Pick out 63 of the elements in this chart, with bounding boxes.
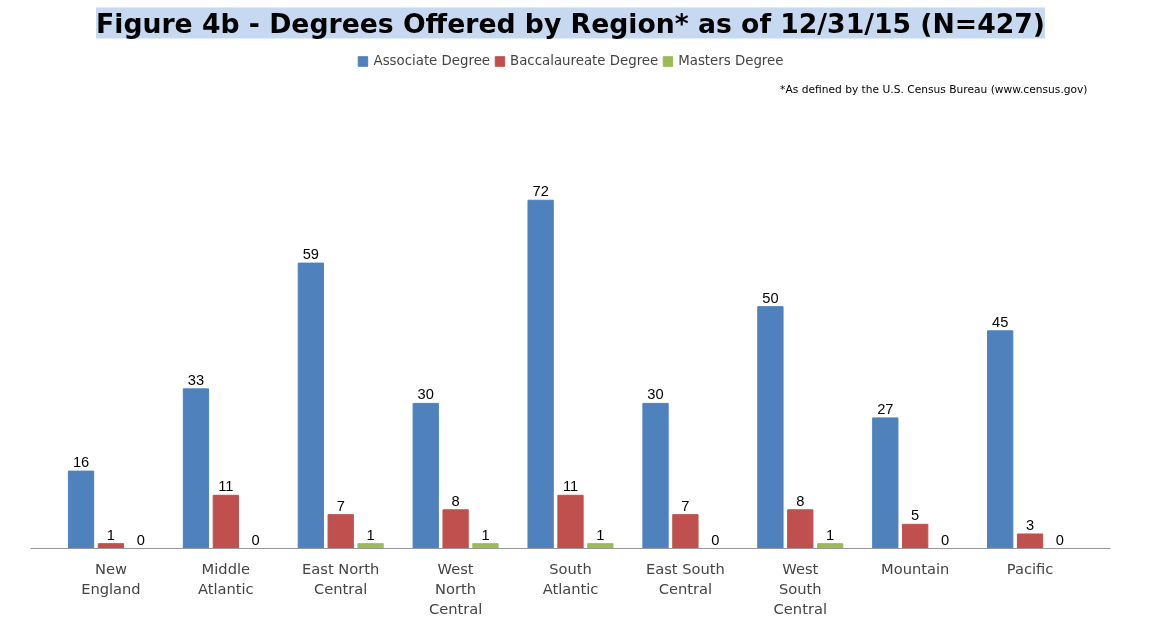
legend-label: Masters Degree [678,53,784,68]
data-label: 30 [647,386,664,403]
bar [527,199,554,549]
legend-label: Associate Degree [373,53,491,68]
data-label: 1 [481,526,490,543]
x-tick-label: West South Central [773,559,827,618]
data-label: 16 [72,454,90,471]
bar [787,509,814,549]
bar [872,417,899,549]
bar [817,543,844,549]
data-label: 30 [417,386,434,403]
x-tick-label: Mountain [881,559,950,577]
bar [327,514,354,549]
data-label: 7 [336,497,345,514]
data-label: 8 [796,492,805,509]
chart-title: Figure 4b - Degrees Offered by Region* as of 12/31/15 (N=427) [96,7,1045,39]
data-label: 59 [302,246,319,263]
bar [672,514,699,549]
bar [182,388,210,549]
text: *As defined by the U.S. Census Bureau (www.census.gov) [780,82,1088,96]
data-label: 33 [187,371,205,388]
data-label: 5 [911,507,920,524]
x-tick-label: Pacific [1006,559,1054,577]
bar [757,306,784,549]
data-label: 8 [451,492,460,509]
x-tick-label: South Atlantic [542,559,599,597]
data-label: 50 [762,289,779,306]
data-label: 1 [826,526,835,543]
bar [902,523,929,549]
data-label: 72 [532,183,549,200]
x-tick-label: Middle Atlantic [197,559,254,597]
bar [472,543,499,549]
bar [557,494,584,549]
legend-label: Baccalaureate Degree [510,53,659,68]
data-label: 11 [218,478,234,495]
data-label: 11 [562,478,579,495]
data-label: 0 [711,531,720,548]
x-tick-label: East South Central [645,559,725,597]
data-label: 0 [1055,531,1065,548]
bar [297,262,324,549]
bar [1016,533,1044,549]
x-tick-label: West North Central [428,559,483,618]
bar [97,543,125,549]
data-label: 7 [681,497,690,514]
bar [67,470,95,549]
data-label: 0 [940,531,950,548]
x-tick-label: New England [81,559,141,597]
bar [642,402,669,549]
bar [442,509,469,549]
data-label: 3 [1026,516,1035,533]
data-label: 45 [992,313,1009,330]
data-label: 1 [106,526,116,543]
bar [987,330,1014,549]
data-label: 0 [136,531,145,548]
bar [357,543,384,549]
data-label: 0 [251,531,260,548]
data-label: 1 [596,526,605,543]
bar [212,494,239,549]
x-tick-label: East North Central [302,559,380,597]
bar [587,543,614,549]
data-label: 27 [877,400,894,417]
bar [412,402,439,549]
data-label: 1 [366,526,375,543]
